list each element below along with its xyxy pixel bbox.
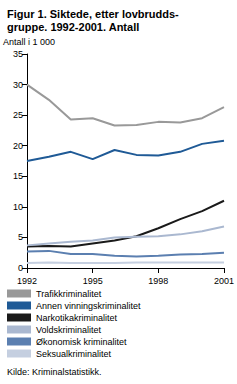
svg-text:1992: 1992 bbox=[17, 276, 37, 286]
svg-text:gruppe. 1992-2001. Antall: gruppe. 1992-2001. Antall bbox=[7, 21, 139, 33]
svg-text:Narkotikakriminalitet: Narkotikakriminalitet bbox=[36, 313, 118, 323]
svg-text:15: 15 bbox=[13, 171, 23, 181]
svg-text:Trafikkriminalitet: Trafikkriminalitet bbox=[36, 289, 102, 299]
svg-text:Kilde: Kriminalstatistikk.: Kilde: Kriminalstatistikk. bbox=[7, 367, 102, 377]
svg-text:35: 35 bbox=[13, 49, 23, 59]
svg-text:5: 5 bbox=[18, 232, 23, 242]
svg-text:30: 30 bbox=[13, 80, 23, 90]
svg-text:Seksualkriminalitet: Seksualkriminalitet bbox=[36, 349, 112, 359]
svg-text:0: 0 bbox=[18, 263, 23, 273]
svg-text:Økonomisk kriminalitet: Økonomisk kriminalitet bbox=[36, 337, 127, 347]
svg-text:2001: 2001 bbox=[214, 276, 234, 286]
svg-text:Antall i 1 000: Antall i 1 000 bbox=[3, 37, 55, 47]
svg-text:25: 25 bbox=[13, 110, 23, 120]
svg-text:20: 20 bbox=[13, 141, 23, 151]
svg-text:Figur 1. Siktede, etter lovbru: Figur 1. Siktede, etter lovbrudds- bbox=[7, 8, 179, 20]
svg-text:Annen vinningskriminalitet: Annen vinningskriminalitet bbox=[36, 301, 141, 311]
svg-text:1998: 1998 bbox=[148, 276, 168, 286]
svg-text:10: 10 bbox=[13, 202, 23, 212]
svg-text:Voldskriminalitet: Voldskriminalitet bbox=[36, 325, 102, 335]
svg-text:1995: 1995 bbox=[83, 276, 103, 286]
